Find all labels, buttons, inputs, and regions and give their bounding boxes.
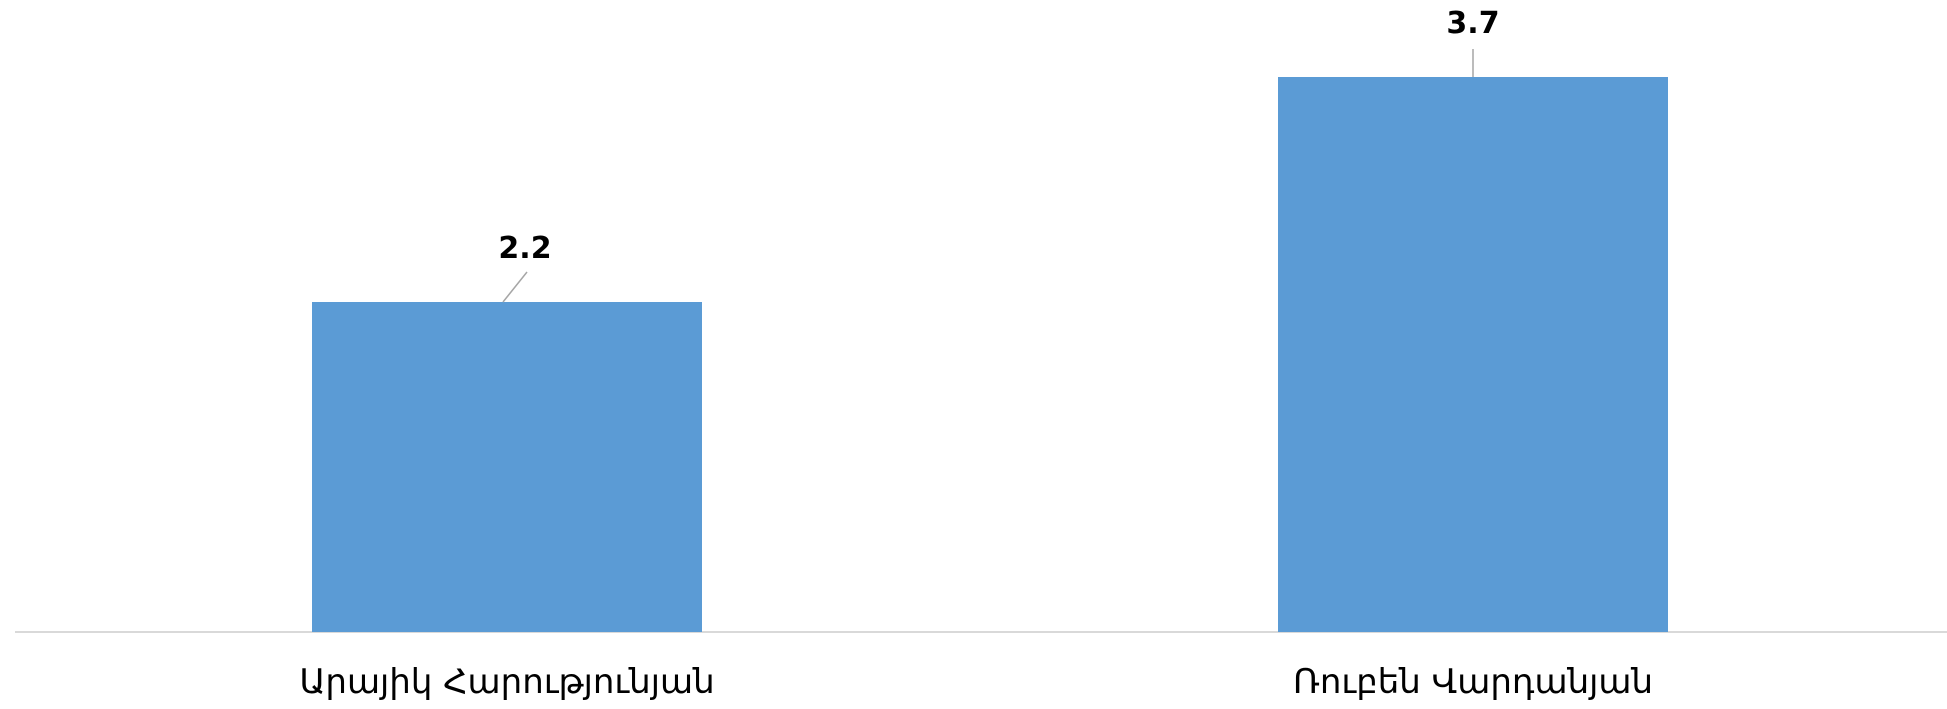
category-label-1: Արայիկ Հարությունյան bbox=[299, 662, 714, 702]
leader-line-1 bbox=[502, 271, 528, 303]
data-label-2: 3.7 bbox=[1446, 6, 1499, 41]
category-labels-group: Արայիկ Հարությունյան Ռուբեն Վարդանյան bbox=[299, 662, 1653, 702]
bar-1 bbox=[312, 302, 702, 632]
data-label-1: 2.2 bbox=[498, 231, 551, 266]
bar-2 bbox=[1278, 77, 1668, 632]
bars-group bbox=[312, 77, 1668, 632]
category-label-2: Ռուբեն Վարդանյան bbox=[1293, 662, 1653, 702]
data-labels-group: 2.2 3.7 bbox=[498, 6, 1499, 266]
leader-lines-group bbox=[502, 49, 1474, 303]
